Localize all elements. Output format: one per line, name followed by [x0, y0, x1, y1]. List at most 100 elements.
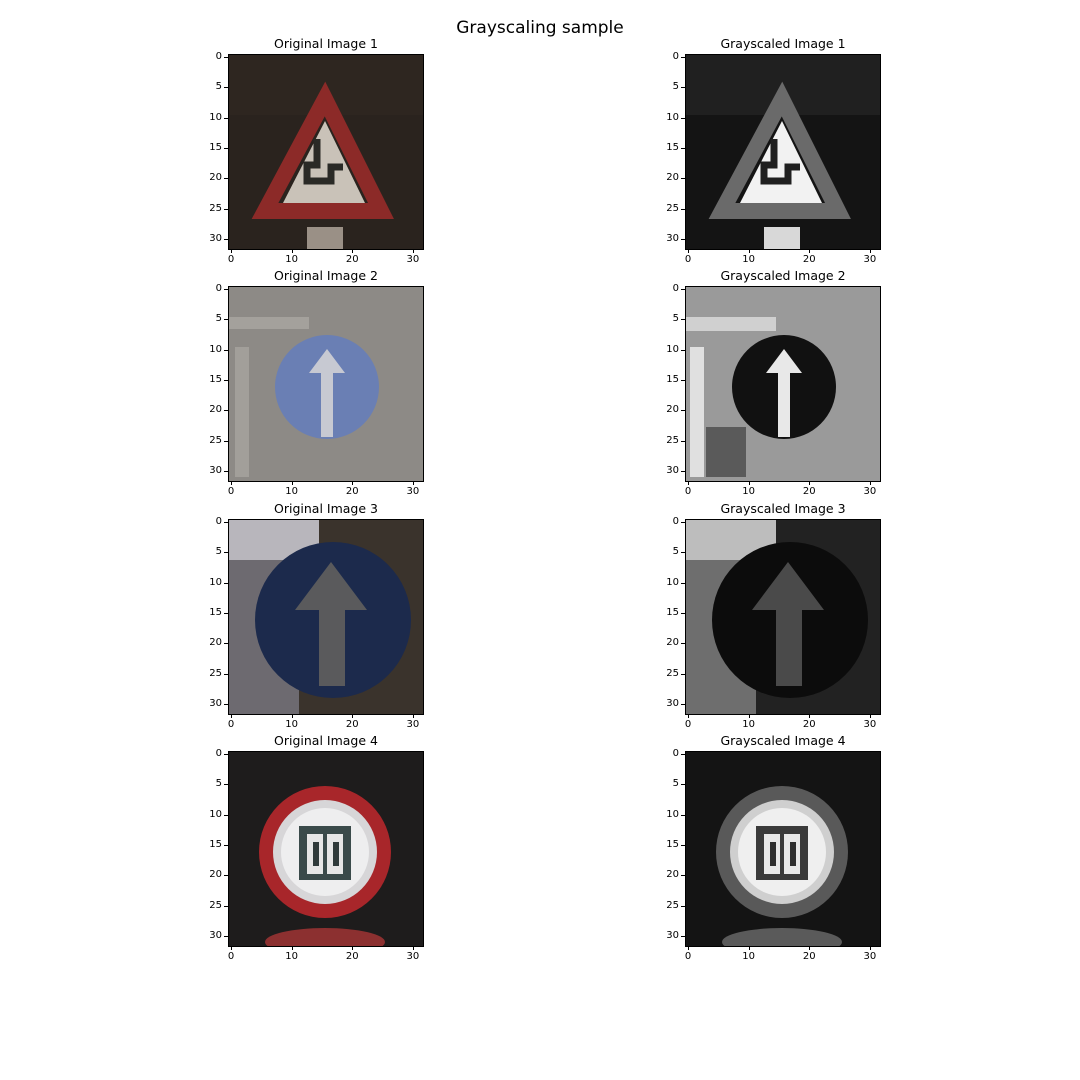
x-tick-label: 20	[345, 951, 359, 962]
x-tick-mark	[869, 481, 871, 485]
x-tick-mark	[809, 946, 811, 950]
y-tick-mark	[224, 379, 228, 381]
y-tick-mark	[224, 784, 228, 786]
x-tick-mark	[412, 249, 414, 253]
panel-title: Original Image 4	[274, 733, 378, 748]
x-tick-mark	[291, 946, 293, 950]
y-tick-label: 15	[666, 606, 679, 618]
y-tick-mark	[681, 178, 685, 180]
y-tick-label: 20	[209, 637, 222, 649]
y-tick-label: 30	[209, 929, 222, 941]
image-grayscaled-2	[685, 286, 881, 482]
y-tick-mark	[224, 470, 228, 472]
y-tick-mark	[681, 552, 685, 554]
y-tick-mark	[681, 238, 685, 240]
x-tick-label: 10	[285, 719, 299, 730]
y-tick-mark	[224, 117, 228, 119]
y-tick-label: 5	[672, 546, 679, 558]
x-tick-mark	[291, 249, 293, 253]
x-tick-mark	[748, 714, 750, 718]
x-tick-label: 0	[227, 951, 235, 962]
y-tick-mark	[224, 754, 228, 756]
y-tick-mark	[681, 57, 685, 59]
y-tick-mark	[681, 440, 685, 442]
y-tick-label: 5	[672, 778, 679, 790]
y-tick-label: 25	[666, 434, 679, 446]
y-tick-mark	[681, 410, 685, 412]
x-tick-label: 30	[863, 951, 877, 962]
y-tick-label: 5	[215, 546, 222, 558]
y-tick-mark	[681, 612, 685, 614]
x-tick-mark	[869, 714, 871, 718]
x-tick-label: 20	[802, 254, 816, 265]
y-tick-label: 25	[666, 899, 679, 911]
y-tick-mark	[681, 349, 685, 351]
y-tick-label: 15	[666, 373, 679, 385]
y-tick-mark	[681, 319, 685, 321]
y-tick-mark	[681, 117, 685, 119]
round-ahead-sign-image	[229, 287, 423, 481]
y-tick-label: 0	[215, 51, 222, 63]
y-tick-label: 25	[209, 899, 222, 911]
y-tick-label: 20	[209, 404, 222, 416]
x-tick-label: 0	[684, 254, 692, 265]
y-tick-label: 15	[209, 373, 222, 385]
image-original-3	[228, 519, 424, 715]
y-tick-mark	[224, 875, 228, 877]
x-tick-mark	[809, 249, 811, 253]
y-tick-label: 30	[666, 697, 679, 709]
y-tick-label: 15	[666, 141, 679, 153]
x-tick-mark	[869, 249, 871, 253]
y-tick-label: 15	[666, 838, 679, 850]
x-tick-label: 20	[345, 719, 359, 730]
y-tick-mark	[681, 905, 685, 907]
x-tick-mark	[688, 714, 690, 718]
y-tick-mark	[224, 238, 228, 240]
y-tick-mark	[681, 784, 685, 786]
y-tick-label: 5	[215, 81, 222, 93]
x-tick-mark	[809, 714, 811, 718]
x-tick-mark	[688, 249, 690, 253]
x-tick-label: 30	[406, 951, 420, 962]
panel-title: Grayscaled Image 3	[720, 501, 846, 516]
x-tick-label: 0	[227, 254, 235, 265]
x-tick-label: 20	[802, 951, 816, 962]
y-tick-label: 25	[209, 434, 222, 446]
y-tick-label: 0	[215, 748, 222, 760]
x-tick-mark	[352, 714, 354, 718]
x-tick-label: 10	[285, 951, 299, 962]
panel-title: Grayscaled Image 1	[720, 36, 846, 51]
x-tick-label: 10	[742, 951, 756, 962]
x-tick-label: 10	[285, 486, 299, 497]
round-ahead-dark-sign-image	[229, 520, 423, 714]
y-tick-mark	[681, 643, 685, 645]
x-tick-mark	[412, 481, 414, 485]
x-tick-label: 20	[802, 486, 816, 497]
triangle-sign-image	[229, 55, 423, 249]
y-tick-mark	[681, 87, 685, 89]
x-tick-mark	[352, 481, 354, 485]
x-tick-label: 30	[863, 486, 877, 497]
image-original-2	[228, 286, 424, 482]
y-tick-label: 20	[666, 869, 679, 881]
x-tick-label: 10	[285, 254, 299, 265]
y-tick-mark	[224, 935, 228, 937]
y-tick-mark	[224, 814, 228, 816]
y-tick-mark	[224, 57, 228, 59]
x-tick-mark	[748, 481, 750, 485]
y-tick-label: 10	[209, 111, 222, 123]
x-tick-label: 30	[406, 254, 420, 265]
y-tick-mark	[224, 319, 228, 321]
round-ahead-dark-sign-gray-image	[686, 520, 880, 714]
image-grayscaled-1	[685, 54, 881, 250]
y-tick-mark	[224, 673, 228, 675]
y-tick-mark	[224, 582, 228, 584]
y-tick-label: 0	[672, 283, 679, 295]
y-tick-mark	[681, 935, 685, 937]
x-tick-mark	[352, 249, 354, 253]
y-tick-mark	[681, 814, 685, 816]
y-tick-mark	[224, 289, 228, 291]
x-tick-mark	[352, 946, 354, 950]
x-tick-label: 10	[742, 254, 756, 265]
x-tick-label: 30	[863, 254, 877, 265]
